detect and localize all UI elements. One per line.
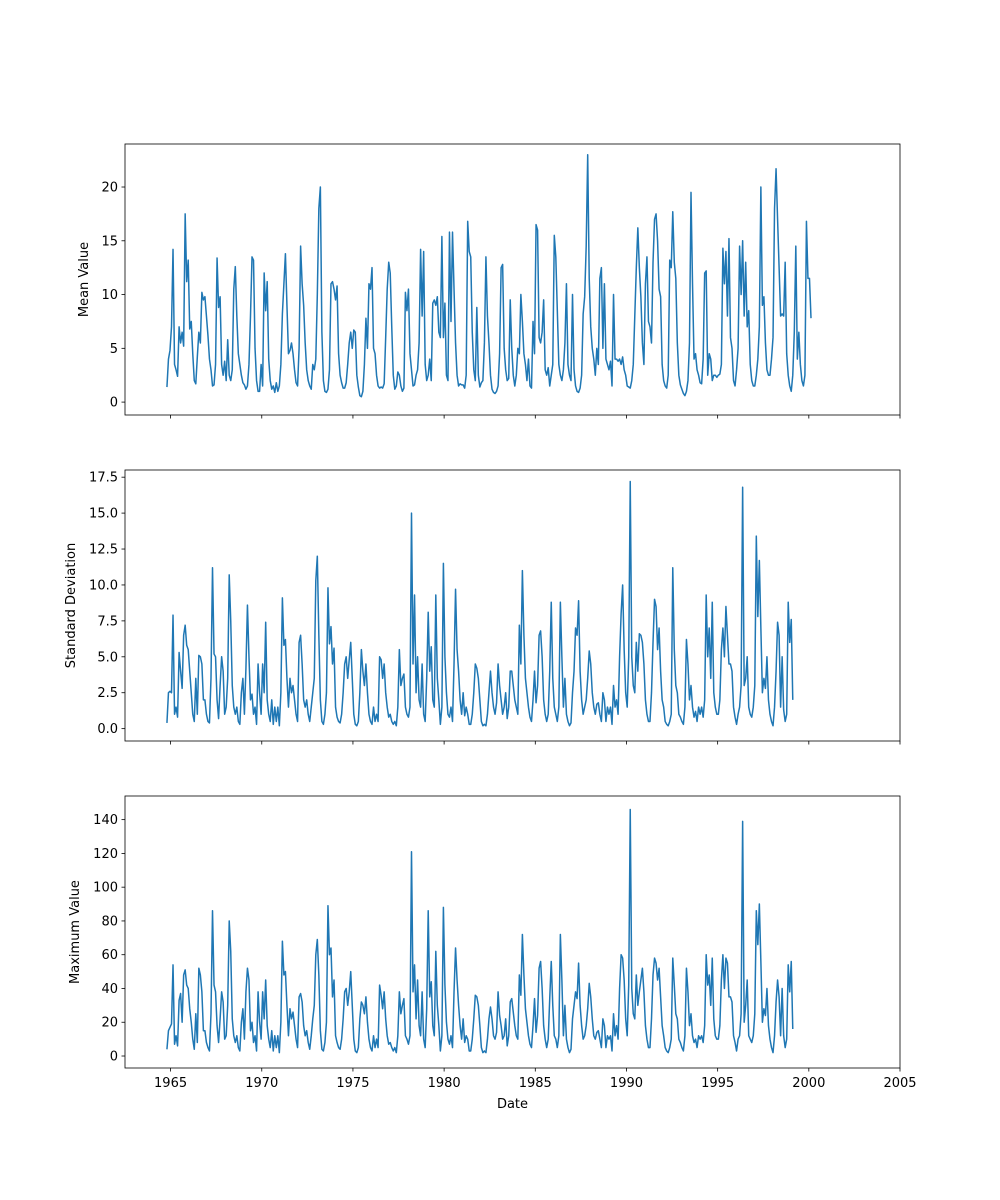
y-tick-label-maximum-value: 60 [101,948,118,963]
y-tick-label-maximum-value: 0 [110,1050,118,1065]
subplot-mean-value: 0 5 10 15 20 Mean Value [77,143,901,419]
x-tick-label-maximum-value: 1970 [245,1076,278,1091]
plot-area-mean-value: 0 5 10 15 20 [101,143,901,419]
y-tick-label-maximum-value: 80 [101,914,118,929]
y-tick-label-standard-deviation: 15.0 [89,507,118,522]
subplot-maximum-value: 0 20 40 60 80 100 120 140 1965 1970 1975 1980 1985 19… [68,795,917,1112]
y-axis-label-maximum-value: Maximum Value [68,880,83,984]
y-tick-label-maximum-value: 120 [93,847,118,862]
y-tick-label-standard-deviation: 17.5 [89,471,118,486]
subplot-standard-deviation: 0.0 2.5 5.0 7.5 10.0 12.5 15.0 17.5 Standard De… [64,469,901,745]
x-tick-label-maximum-value: 2000 [792,1076,825,1091]
series-line-standard-deviation [166,480,794,727]
series-line-mean-value [166,154,812,398]
y-tick-label-standard-deviation: 7.5 [97,614,118,629]
y-tick-label-maximum-value: 100 [93,881,118,896]
y-tick-label-standard-deviation: 12.5 [89,543,118,558]
y-tick-label-standard-deviation: 5.0 [97,650,118,665]
y-tick-label-maximum-value: 20 [101,1016,118,1031]
x-tick-label-maximum-value: 1995 [701,1076,734,1091]
y-axis-label-mean-value: Mean Value [77,242,92,317]
y-tick-label-maximum-value: 140 [93,813,118,828]
series-line-maximum-value [166,808,794,1054]
x-axis-label-date: Date [497,1097,528,1112]
y-tick-label-standard-deviation: 0.0 [97,722,118,737]
plot-area-standard-deviation: 0.0 2.5 5.0 7.5 10.0 12.5 15.0 17.5 [89,469,901,745]
y-tick-label-mean-value: 5 [110,342,118,357]
y-axis-label-standard-deviation: Standard Deviation [64,543,79,668]
x-tick-label-maximum-value: 1965 [154,1076,187,1091]
axes-frame-standard-deviation [124,469,901,742]
x-tick-label-maximum-value: 1980 [428,1076,461,1091]
y-tick-label-standard-deviation: 2.5 [97,686,118,701]
y-tick-label-maximum-value: 40 [101,982,118,997]
x-tick-label-maximum-value: 1975 [336,1076,369,1091]
y-tick-label-mean-value: 15 [101,234,118,249]
y-tick-label-standard-deviation: 10.0 [89,578,118,593]
axes-frame-mean-value [124,143,901,416]
y-tick-label-mean-value: 20 [101,181,118,196]
x-tick-label-maximum-value: 2005 [883,1076,916,1091]
plot-area-maximum-value: 0 20 40 60 80 100 120 140 1965 1970 1975 1980 1985 19… [93,795,917,1091]
x-tick-label-maximum-value: 1990 [610,1076,643,1091]
y-tick-label-mean-value: 0 [110,396,118,411]
y-tick-label-mean-value: 10 [101,288,118,303]
axes-frame-maximum-value [124,795,901,1069]
x-tick-label-maximum-value: 1985 [519,1076,552,1091]
